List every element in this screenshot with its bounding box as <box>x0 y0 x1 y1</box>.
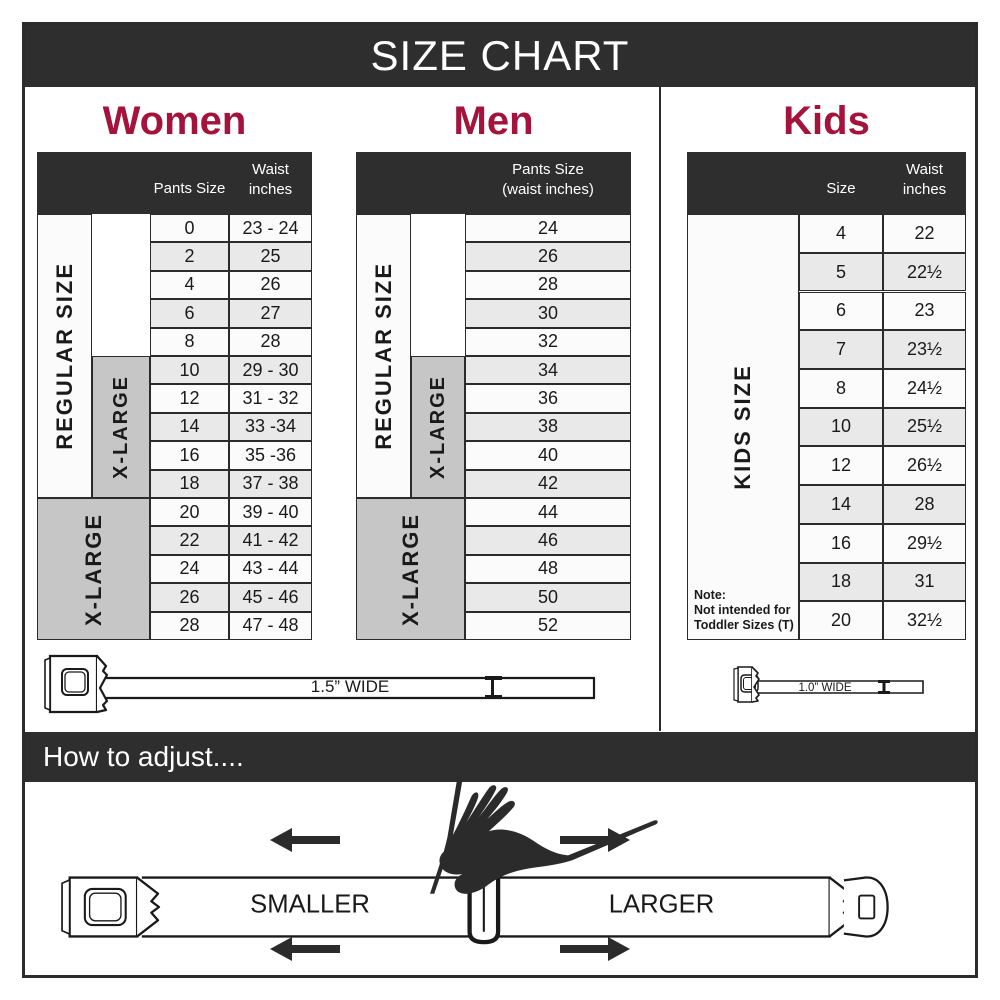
svg-text:SMALLER: SMALLER <box>250 891 370 919</box>
svg-text:1.0” WIDE: 1.0” WIDE <box>798 682 851 694</box>
svg-text:1.5” WIDE: 1.5” WIDE <box>311 677 389 696</box>
